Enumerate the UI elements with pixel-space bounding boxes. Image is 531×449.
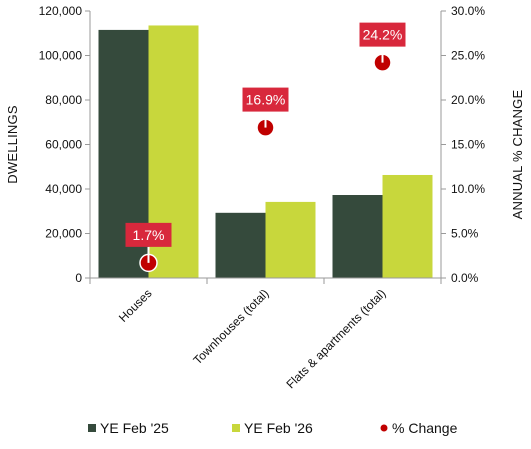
data-label-box — [242, 87, 289, 112]
y-tick-label: 40,000 — [45, 182, 82, 196]
legend-label: YE Feb '26 — [244, 420, 313, 436]
legend-label: % Change — [392, 420, 458, 436]
y-tick-label: 60,000 — [45, 138, 82, 152]
y-tick-label: 20,000 — [45, 227, 82, 241]
legend-marker — [380, 424, 388, 432]
y-tick-label: 100,000 — [39, 49, 83, 63]
y2-axis-title: ANNUAL % CHANGE — [510, 90, 525, 220]
y2-tick-label: 0.0% — [451, 271, 479, 285]
y2-tick-label: 30.0% — [451, 4, 485, 18]
x-tick-label: Flats & apartments (total) — [283, 286, 388, 391]
y-tick-label: 0 — [75, 271, 82, 285]
y2-tick-label: 5.0% — [451, 227, 479, 241]
y-tick-label: 120,000 — [39, 4, 83, 18]
data-label: 1.7% — [133, 227, 165, 243]
points-layer — [139, 46, 392, 273]
bar — [215, 212, 266, 278]
data-label: 16.9% — [246, 92, 286, 108]
y2-tick-label: 25.0% — [451, 49, 485, 63]
legend: YE Feb '25 YE Feb '26 % Change — [88, 420, 458, 436]
x-tick-label: Houses — [116, 286, 155, 325]
data-label-box — [125, 222, 172, 247]
y-axis-title: DWELLINGS — [5, 105, 20, 184]
legend-swatch — [232, 424, 240, 432]
y-tick-label: 80,000 — [45, 93, 82, 107]
bars-layer — [98, 25, 433, 279]
legend-label: YE Feb '25 — [100, 420, 169, 436]
callouts-layer: 1.7% 16.9% 24.2% — [125, 22, 406, 247]
bar — [382, 174, 433, 278]
bar — [265, 201, 316, 278]
bar — [332, 195, 383, 278]
legend-swatch — [88, 424, 96, 432]
y2-tick-label: 20.0% — [451, 93, 485, 107]
x-tick-label: Townhouses (total) — [191, 286, 272, 367]
y2-tick-label: 15.0% — [451, 138, 485, 152]
data-label: 24.2% — [363, 27, 403, 43]
data-label-box — [359, 22, 406, 47]
y2-tick-label: 10.0% — [451, 182, 485, 196]
